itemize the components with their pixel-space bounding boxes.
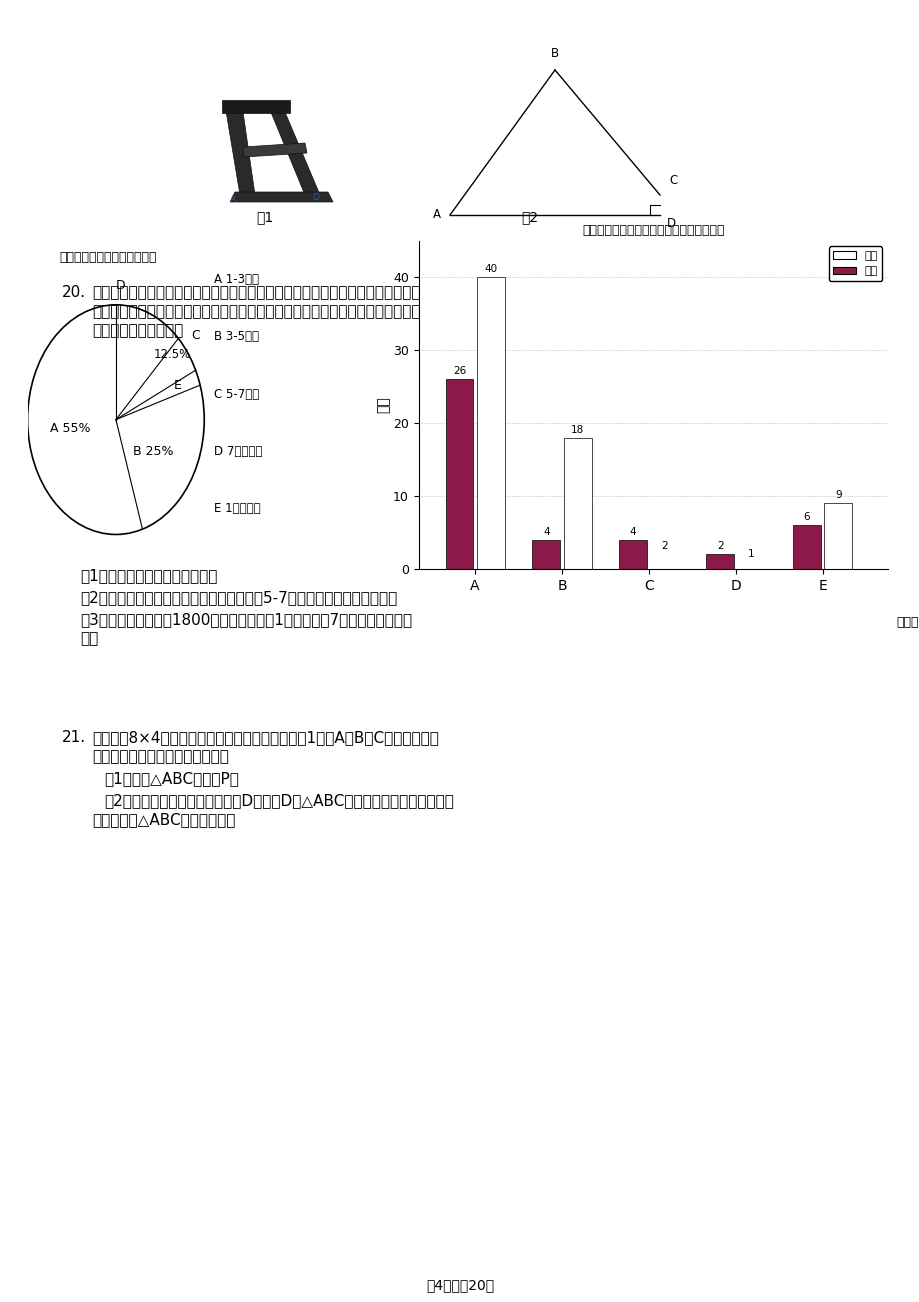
Bar bbox=[792, 525, 820, 569]
Bar bbox=[445, 379, 473, 569]
Text: 中信息解答下列问题：: 中信息解答下列问题： bbox=[92, 323, 183, 339]
Text: B: B bbox=[550, 47, 559, 60]
Y-axis label: 人数: 人数 bbox=[376, 397, 390, 413]
Text: （3）若该校共有学生1800名，试估计全杹1天在线学习7小时以上的学生人: （3）若该校共有学生1800名，试估计全杹1天在线学习7小时以上的学生人 bbox=[80, 612, 412, 628]
Text: A: A bbox=[433, 208, 440, 221]
Text: （1）求参与问卷调查的总人数．: （1）求参与问卷调查的总人数． bbox=[80, 568, 217, 583]
Text: A 1-3小时: A 1-3小时 bbox=[214, 273, 259, 285]
Bar bbox=[476, 277, 504, 569]
Text: （2）补全条形统计图，并求出一天在线学习5-7个小时的扇形圆心角度数．: （2）补全条形统计图，并求出一天在线学习5-7个小时的扇形圆心角度数． bbox=[80, 590, 397, 605]
Bar bbox=[706, 555, 733, 569]
Text: 20.: 20. bbox=[62, 285, 86, 299]
Text: 图1: 图1 bbox=[256, 210, 273, 224]
Text: 26: 26 bbox=[452, 366, 466, 376]
Text: E: E bbox=[174, 379, 181, 392]
Text: 一天在线学习时长扇形统计图: 一天在线学习时长扇形统计图 bbox=[60, 250, 157, 263]
Text: 如图，在8×4的网格中，每个小正方形的边长均为1，点A，B，C都是格点（小: 如图，在8×4的网格中，每个小正方形的边长均为1，点A，B，C都是格点（小 bbox=[92, 730, 438, 745]
Text: D: D bbox=[116, 279, 126, 292]
Text: （2）在已知网格中找出所有格点D，使点D与△ABC的其中两个顶点构成的三角: （2）在已知网格中找出所有格点D，使点D与△ABC的其中两个顶点构成的三角 bbox=[104, 793, 453, 809]
Text: 形的面积与△ABC的面积相等．: 形的面积与△ABC的面积相等． bbox=[92, 812, 235, 827]
Text: D: D bbox=[312, 193, 319, 202]
Text: 4: 4 bbox=[542, 527, 549, 536]
Text: C 5-7小时: C 5-7小时 bbox=[214, 388, 259, 401]
Polygon shape bbox=[267, 105, 320, 195]
Text: 2: 2 bbox=[716, 542, 722, 552]
Text: 1: 1 bbox=[747, 548, 754, 559]
Text: 2: 2 bbox=[661, 542, 667, 552]
Bar bbox=[532, 540, 560, 569]
Text: 6: 6 bbox=[803, 512, 810, 522]
Text: 21.: 21. bbox=[62, 730, 86, 745]
Text: 能选择其中一项），并将调查数据整理后绘成如下两幅不完整的统计图．请根据图: 能选择其中一项），并将调查数据整理后绘成如下两幅不完整的统计图．请根据图 bbox=[92, 303, 420, 319]
Text: B 3-5小时: B 3-5小时 bbox=[214, 331, 259, 344]
Legend: 男生, 女生: 男生, 女生 bbox=[828, 246, 881, 281]
Text: 9: 9 bbox=[834, 491, 841, 500]
Polygon shape bbox=[230, 191, 333, 202]
Bar bbox=[823, 504, 851, 569]
Polygon shape bbox=[221, 100, 289, 113]
Bar bbox=[563, 437, 591, 569]
Text: 竅4页，內20页: 竅4页，內20页 bbox=[425, 1279, 494, 1292]
Text: 学习时长: 学习时长 bbox=[895, 616, 919, 629]
Text: C: C bbox=[190, 329, 199, 342]
Text: 40: 40 bbox=[483, 264, 497, 275]
Text: 12.5%: 12.5% bbox=[154, 349, 191, 362]
Polygon shape bbox=[225, 105, 255, 195]
Bar bbox=[618, 540, 646, 569]
Text: A 55%: A 55% bbox=[51, 422, 91, 435]
Text: 正方形的顶点），完成下列画图．: 正方形的顶点），完成下列画图． bbox=[92, 749, 229, 764]
Text: 某学校为了解学生疫情期间一天在线学习时长，进行了一次随机问卷调查（每人只: 某学校为了解学生疫情期间一天在线学习时长，进行了一次随机问卷调查（每人只 bbox=[92, 285, 420, 299]
Title: 男、女生一天在线学习时长人数条形统计图: 男、女生一天在线学习时长人数条形统计图 bbox=[582, 224, 723, 237]
Text: 图2: 图2 bbox=[521, 210, 538, 224]
Text: D 7小时以上: D 7小时以上 bbox=[214, 445, 262, 458]
Text: D: D bbox=[666, 217, 675, 230]
Text: A: A bbox=[230, 195, 236, 204]
Text: 18: 18 bbox=[571, 424, 584, 435]
Text: （1）画出△ABC的重心P．: （1）画出△ABC的重心P． bbox=[104, 771, 239, 786]
Text: E 1小时以下: E 1小时以下 bbox=[214, 503, 260, 516]
Text: 4: 4 bbox=[630, 527, 636, 536]
Text: 数．: 数． bbox=[80, 631, 98, 646]
Polygon shape bbox=[243, 143, 307, 158]
Text: B 25%: B 25% bbox=[132, 445, 173, 458]
Text: C: C bbox=[668, 174, 676, 187]
